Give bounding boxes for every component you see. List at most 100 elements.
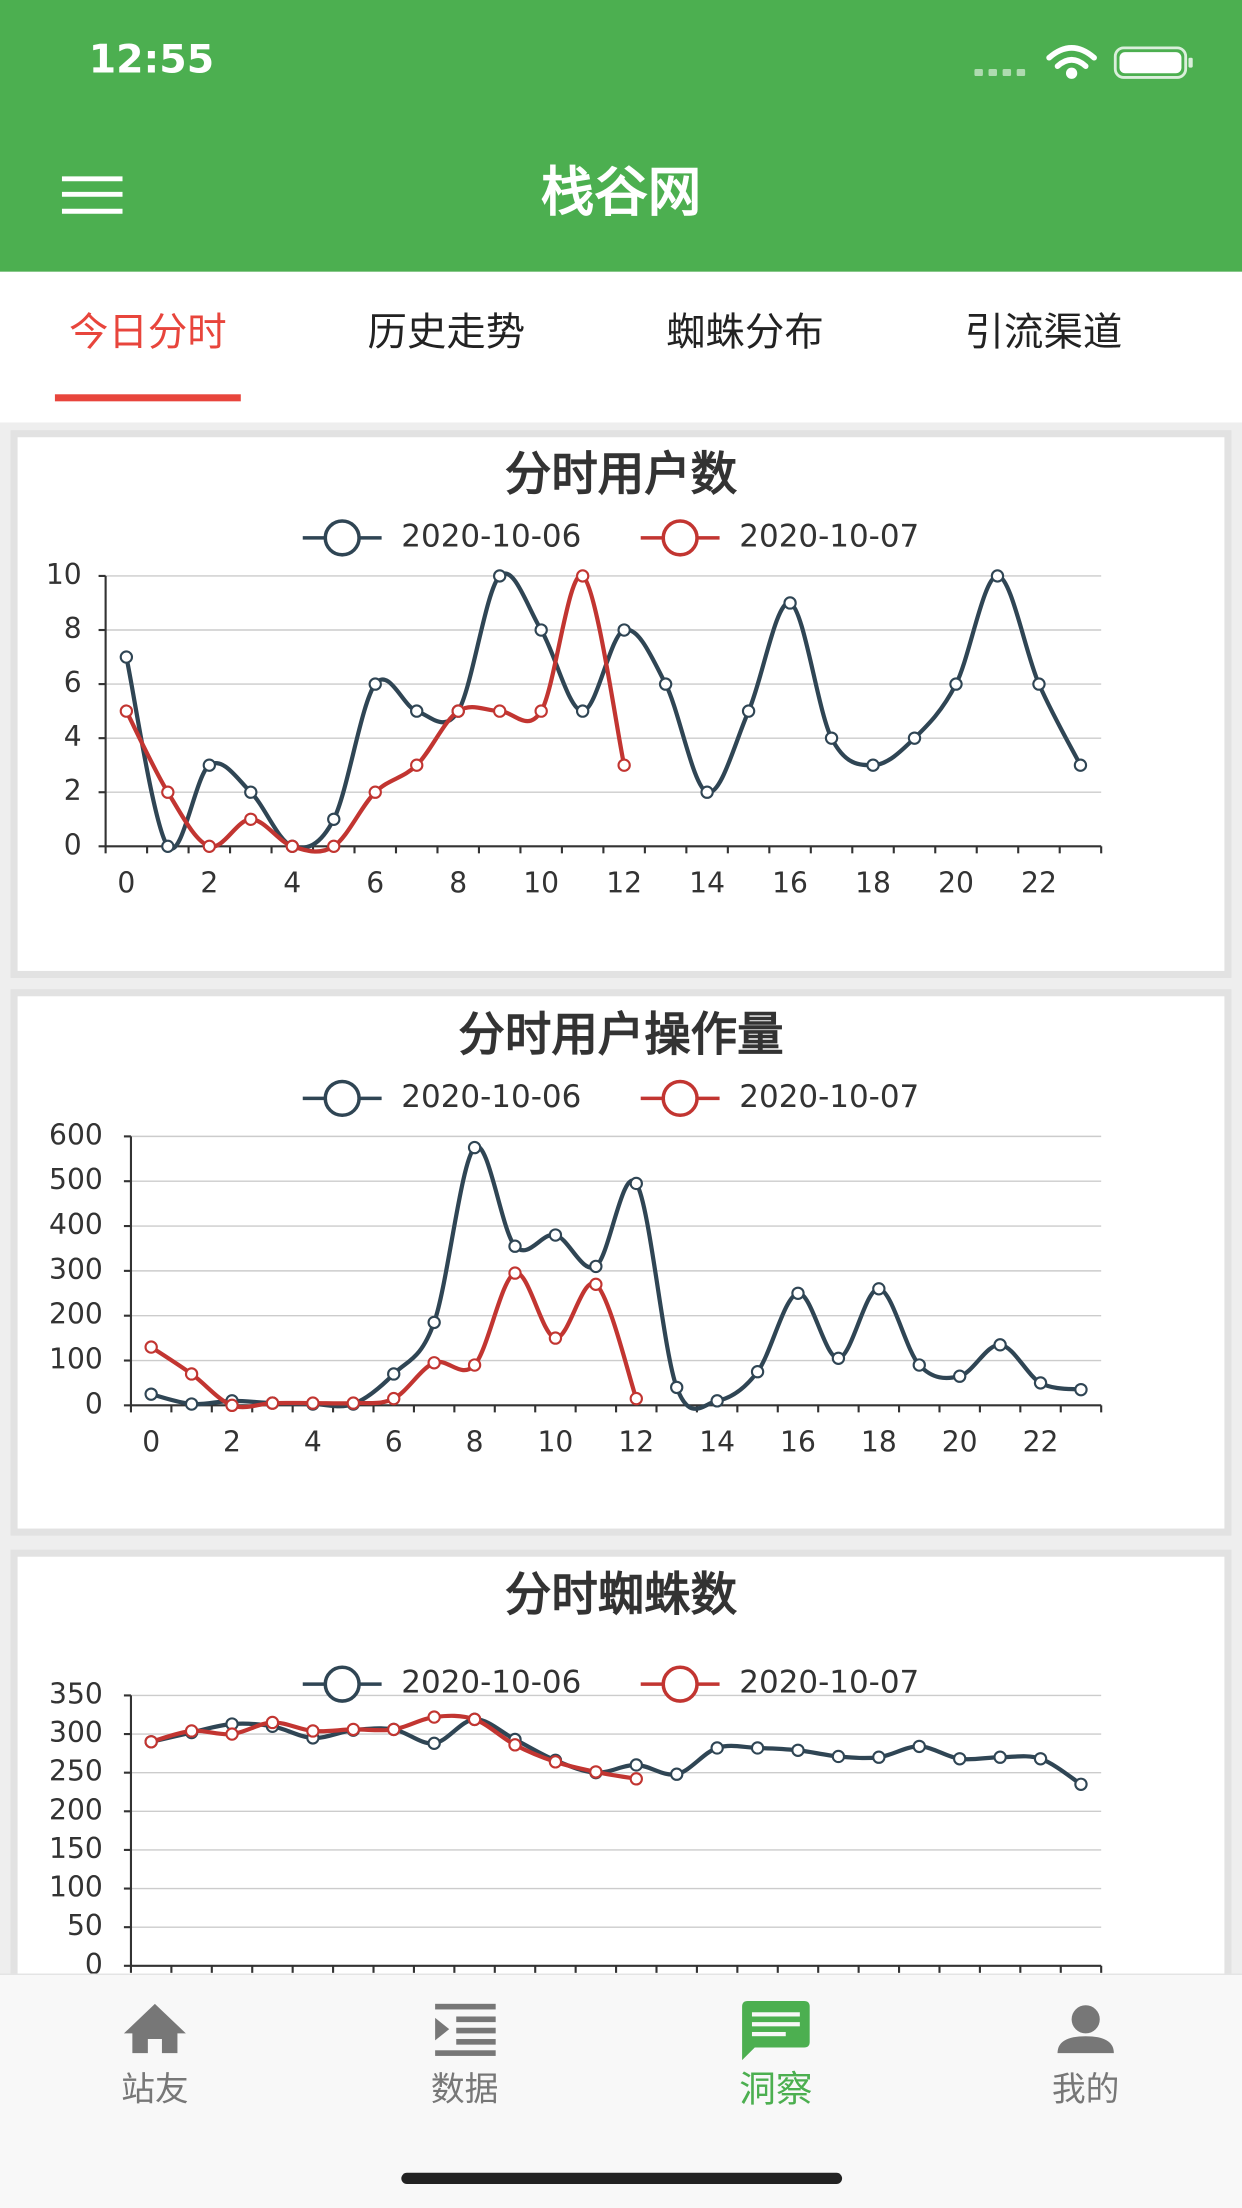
tab[interactable]: 今日分时 bbox=[69, 310, 227, 356]
data-point bbox=[548, 1331, 563, 1345]
data-point bbox=[953, 1369, 967, 1383]
legend-label: 2020-10-07 bbox=[739, 518, 919, 554]
data-point bbox=[710, 1741, 724, 1755]
data-point bbox=[346, 1396, 360, 1410]
x-tick-label: 12 bbox=[618, 1425, 654, 1458]
data-point bbox=[346, 1722, 360, 1737]
data-point bbox=[589, 1259, 603, 1274]
tabs: 今日分时 历史走势 蜘蛛分布 引流渠道 bbox=[54, 310, 1123, 402]
data-point bbox=[1074, 1777, 1088, 1791]
data-point bbox=[1033, 1752, 1048, 1766]
x-tick-label: 8 bbox=[449, 866, 467, 899]
data-point bbox=[548, 1755, 563, 1769]
data-point bbox=[508, 1239, 522, 1253]
x-tick-label: 6 bbox=[366, 866, 384, 899]
nav-label[interactable]: 数据 bbox=[431, 2070, 499, 2109]
data-point bbox=[387, 1391, 401, 1406]
data-point bbox=[387, 1367, 401, 1381]
y-tick-label: 0 bbox=[85, 1387, 103, 1420]
data-point bbox=[327, 812, 341, 826]
legend-label: 2020-10-06 bbox=[401, 1665, 581, 1701]
data-point bbox=[202, 758, 217, 772]
nav-items: 站友 数据 洞察 我的 bbox=[121, 2068, 1119, 2111]
app-bar bbox=[0, 0, 1242, 272]
status-time: 12:55 bbox=[89, 36, 214, 82]
data-point bbox=[451, 704, 465, 718]
data-point bbox=[993, 1750, 1007, 1764]
data-point bbox=[658, 677, 673, 691]
data-point bbox=[912, 1739, 926, 1754]
data-point bbox=[184, 1367, 199, 1381]
data-point bbox=[949, 677, 963, 691]
data-point bbox=[670, 1767, 684, 1781]
nav-label[interactable]: 我的 bbox=[1052, 2070, 1120, 2109]
data-point bbox=[750, 1365, 765, 1379]
data-point bbox=[467, 1712, 482, 1727]
data-point bbox=[791, 1286, 805, 1300]
data-point bbox=[670, 1380, 684, 1395]
x-tick-label: 10 bbox=[538, 1425, 574, 1458]
data-point bbox=[750, 1741, 765, 1755]
tab[interactable]: 蜘蛛分布 bbox=[666, 310, 824, 356]
x-tick-label: 6 bbox=[385, 1425, 403, 1458]
y-tick-label: 2 bbox=[64, 774, 82, 807]
data-point bbox=[629, 1772, 643, 1786]
tab[interactable]: 历史走势 bbox=[368, 310, 526, 356]
app-title: 栈谷网 bbox=[541, 160, 702, 223]
data-point bbox=[589, 1765, 603, 1779]
y-tick-label: 0 bbox=[64, 828, 82, 861]
chart-title: 分时用户数 bbox=[505, 447, 738, 501]
data-point bbox=[872, 1282, 886, 1296]
legend-label: 2020-10-06 bbox=[401, 518, 581, 554]
data-point bbox=[831, 1351, 846, 1365]
data-point bbox=[589, 1277, 603, 1292]
data-point bbox=[144, 1340, 158, 1354]
data-point bbox=[912, 1358, 926, 1372]
x-tick-label: 14 bbox=[689, 866, 725, 899]
data-point bbox=[741, 704, 756, 718]
y-tick-label: 100 bbox=[49, 1343, 103, 1376]
wifi-icon bbox=[1046, 45, 1097, 79]
data-point bbox=[783, 596, 797, 610]
data-point bbox=[410, 758, 424, 772]
data-point bbox=[184, 1724, 199, 1738]
battery-icon bbox=[1113, 46, 1193, 79]
tab[interactable]: 引流渠道 bbox=[965, 310, 1123, 356]
y-tick-label: 300 bbox=[49, 1253, 103, 1286]
y-tick-label: 350 bbox=[49, 1677, 103, 1710]
data-point bbox=[265, 1715, 280, 1730]
chart: 分时用户操作量 0 100 200 300 400 500 600 0 2 4 6 8 10 12 14 16 1… bbox=[10, 989, 1232, 1536]
data-point bbox=[244, 785, 258, 799]
data-point bbox=[161, 785, 175, 799]
data-point bbox=[907, 731, 922, 745]
data-point bbox=[368, 677, 382, 691]
nav-label[interactable]: 洞察 bbox=[739, 2068, 812, 2111]
chart-title: 分时蜘蛛数 bbox=[505, 1568, 738, 1622]
data-point bbox=[953, 1752, 967, 1766]
data-point bbox=[202, 839, 217, 853]
x-tick-label: 0 bbox=[142, 1425, 160, 1458]
y-tick-label: 600 bbox=[49, 1118, 103, 1151]
legend-marker bbox=[323, 1079, 361, 1118]
data-point bbox=[285, 839, 299, 853]
nav-label[interactable]: 站友 bbox=[121, 2070, 189, 2109]
x-tick-label: 14 bbox=[699, 1425, 735, 1458]
home-indicator bbox=[401, 2172, 843, 2185]
y-tick-label: 200 bbox=[49, 1793, 103, 1826]
y-tick-label: 400 bbox=[49, 1208, 103, 1241]
y-tick-label: 10 bbox=[46, 558, 82, 591]
data-point bbox=[872, 1750, 886, 1764]
home-icon bbox=[123, 2003, 186, 2054]
y-tick-label: 300 bbox=[49, 1716, 103, 1749]
menu-button[interactable] bbox=[61, 176, 123, 214]
chart-title: 分时用户操作量 bbox=[458, 1007, 783, 1061]
data-point bbox=[617, 623, 631, 637]
data-point bbox=[119, 650, 134, 664]
data-point bbox=[534, 623, 548, 637]
data-point bbox=[184, 1397, 199, 1411]
data-point bbox=[427, 1356, 441, 1370]
x-tick-label: 18 bbox=[861, 1425, 897, 1458]
data-point bbox=[548, 1228, 563, 1242]
